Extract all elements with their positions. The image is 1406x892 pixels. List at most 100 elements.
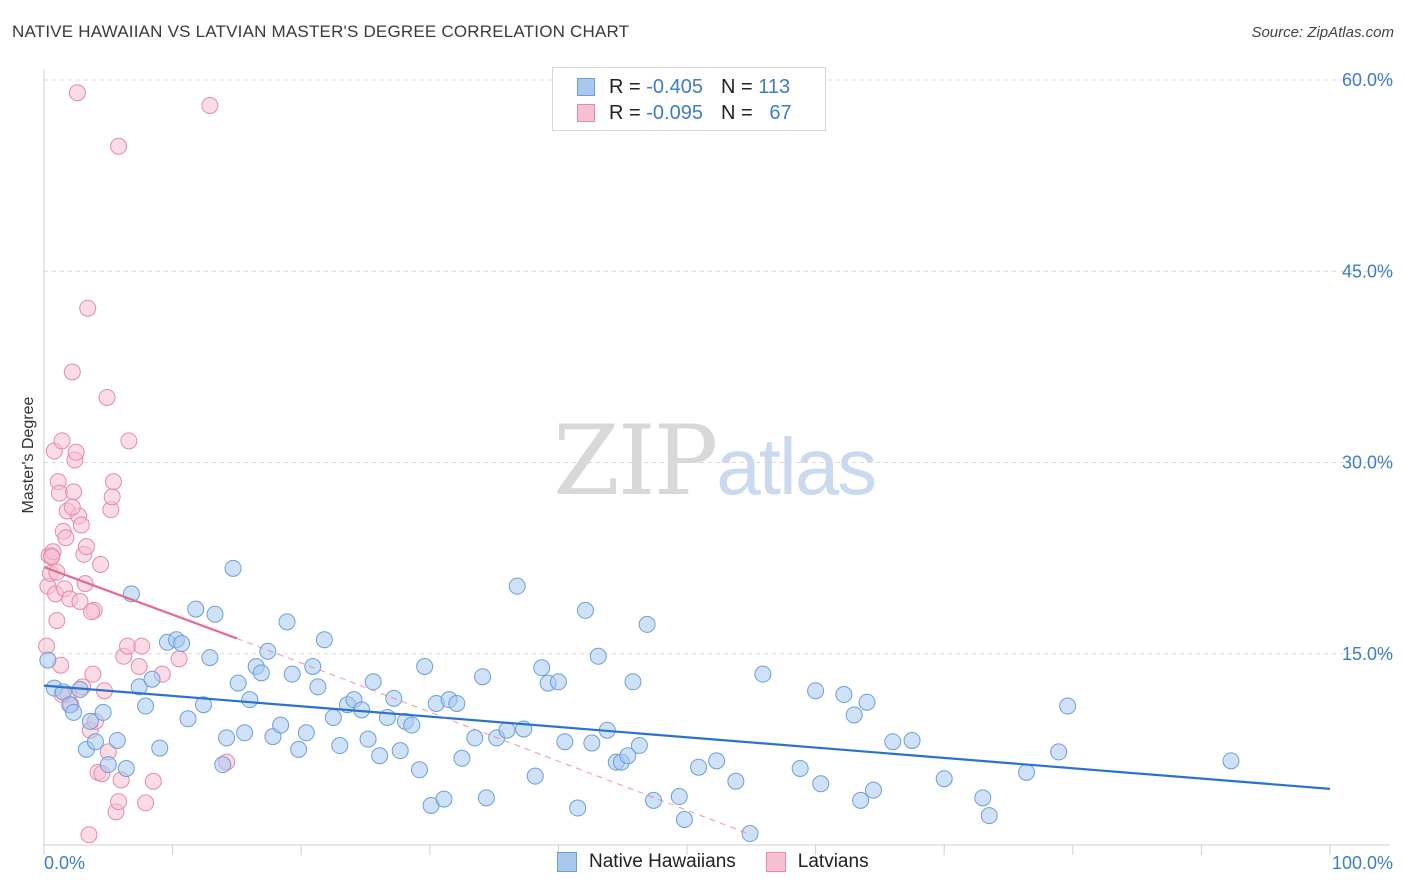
native-hawaiian-point: [619, 747, 637, 765]
native-hawaiian-point: [224, 559, 242, 577]
latvian-point: [144, 772, 162, 790]
y-tick-label: 30.0%: [1342, 453, 1393, 473]
native-hawaiian-point: [315, 631, 333, 649]
latvian-point: [130, 658, 148, 675]
legend-swatch-latvians: [577, 104, 595, 122]
native-hawaiian-point: [741, 825, 759, 843]
latvian-point: [98, 388, 116, 406]
native-hawaiian-point: [364, 673, 382, 691]
legend-swatch-native-hawaiians: [577, 78, 595, 96]
native-hawaiian-point: [754, 665, 772, 683]
native-hawaiian-point: [283, 665, 301, 683]
native-hawaiian-point: [858, 693, 876, 711]
native-hawaiian-point: [675, 811, 693, 828]
native-hawaiian-point: [624, 673, 642, 691]
legend-n-label: N =: [720, 101, 753, 124]
native-hawaiian-point: [117, 760, 135, 777]
latvian-point: [110, 137, 128, 155]
latvians-trend-extension: [236, 637, 752, 836]
native-hawaiian-point: [690, 758, 708, 776]
native-hawaiian-point: [638, 615, 656, 633]
correlation-legend: R = -0.405 N = 113 R = -0.095 N = 67: [552, 67, 826, 131]
series-swatch-latvians: [765, 852, 786, 872]
watermark: ZIPatlas: [553, 405, 877, 517]
series-swatch-native-hawaiians: [557, 852, 577, 872]
series-label: Native Hawaiians: [589, 851, 736, 872]
legend-r-label: R =: [609, 75, 641, 98]
latvian-point: [79, 299, 97, 317]
native-hawaiian-point: [259, 642, 277, 660]
latvian-point: [120, 432, 138, 450]
latvian-point: [104, 473, 122, 491]
native-hawaiian-point: [1018, 763, 1036, 781]
latvian-point: [103, 488, 121, 506]
native-hawaiian-point: [39, 651, 57, 669]
native-hawaiian-point: [884, 733, 902, 751]
native-hawaiian-point: [477, 789, 495, 807]
native-hawaiian-point: [194, 696, 212, 714]
chart-title: NATIVE HAWAIIAN VS LATVIAN MASTER'S DEGR…: [12, 22, 630, 41]
native-hawaiian-point: [670, 788, 688, 806]
native-hawaiian-point: [791, 760, 809, 777]
legend-r-value: -0.095: [646, 101, 703, 124]
native-hawaiian-point: [324, 709, 342, 726]
native-hawaiian-point: [241, 691, 259, 709]
latvian-point: [72, 516, 90, 534]
native-hawaiian-point: [86, 733, 104, 751]
y-tick-label: 15.0%: [1342, 644, 1393, 664]
latvian-point: [67, 443, 85, 461]
legend-n-label: N =: [720, 75, 753, 98]
legend-row-native-hawaiians: R = -0.405 N = 113: [553, 74, 790, 100]
native-hawaiian-point: [1222, 752, 1240, 770]
native-hawaiian-point: [1050, 743, 1068, 761]
latvian-point: [53, 432, 71, 450]
x-tick-label: 100.0%: [1332, 853, 1393, 873]
native-hawaiian-point: [630, 737, 648, 755]
watermark-atlas: atlas: [716, 422, 877, 511]
latvian-point: [68, 84, 86, 102]
native-hawaiian-point: [65, 703, 83, 721]
native-hawaiian-point: [835, 686, 853, 704]
native-hawaiian-point: [108, 731, 126, 749]
native-hawaiian-point: [272, 716, 290, 734]
tick-labels: 15.0% 30.0% 45.0% 60.0% 0.0% 100.0%: [44, 70, 1393, 873]
watermark-zip: ZIP: [553, 405, 718, 517]
native-hawaiian-point: [187, 600, 205, 618]
native-hawaiian-point: [974, 789, 992, 807]
latvian-point: [201, 97, 219, 114]
series-legend-native-hawaiians[interactable]: Native Hawaiians: [557, 851, 736, 873]
native-hawaiian-point: [278, 613, 296, 631]
series-legend-latvians[interactable]: Latvians: [765, 851, 869, 873]
native-hawaiian-point: [533, 659, 551, 677]
latvian-point: [137, 794, 155, 812]
native-hawaiian-point: [435, 790, 453, 808]
latvian-point: [77, 538, 95, 556]
series-label: Latvians: [797, 851, 869, 872]
legend-n-value: 113: [758, 75, 791, 98]
native-hawaiian-point: [474, 668, 492, 686]
native-hawaiian-point: [94, 703, 112, 721]
legend-r-label: R =: [609, 101, 641, 124]
native-hawaiian-point: [583, 734, 601, 752]
native-hawaiian-point: [645, 791, 663, 809]
y-axis-label: Master's Degree: [20, 396, 37, 513]
native-hawaiian-point: [218, 729, 236, 747]
y-tick-label: 45.0%: [1342, 261, 1393, 281]
native-hawaiian-point: [453, 749, 471, 767]
native-hawaiian-point: [448, 694, 466, 712]
latvians-points: [38, 84, 236, 844]
latvian-point: [65, 483, 83, 501]
native-hawaiian-point: [297, 724, 315, 742]
latvian-point: [110, 793, 128, 811]
native-hawaiian-point: [201, 649, 219, 667]
latvian-point: [92, 556, 110, 573]
native-hawaiian-point: [359, 730, 377, 748]
native-hawaiian-point: [526, 767, 544, 785]
native-hawaiian-point: [130, 678, 148, 696]
native-hawaiian-point: [807, 682, 825, 700]
x-tick-label: 0.0%: [44, 853, 85, 873]
native-hawaiian-point: [151, 739, 169, 757]
native-hawaiian-point: [81, 712, 99, 730]
native-hawaiian-point: [935, 770, 953, 788]
